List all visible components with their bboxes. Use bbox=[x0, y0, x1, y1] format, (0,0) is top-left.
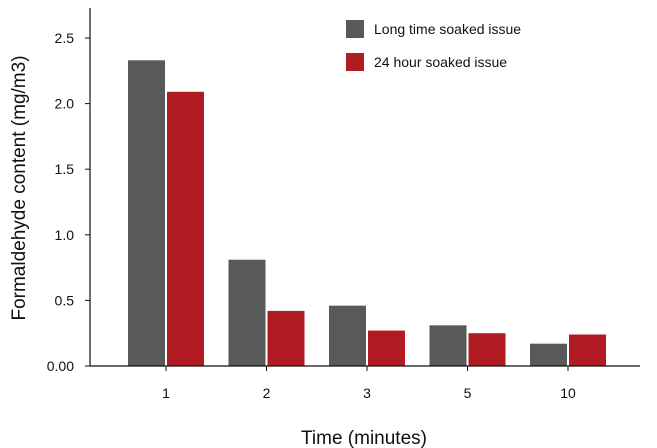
x-axis-title: Time (minutes) bbox=[301, 428, 427, 448]
x-axis-ticks: 1 2 3 5 10 bbox=[162, 366, 576, 401]
legend: Long time soaked issue 24 hour soaked iss… bbox=[346, 20, 521, 71]
bar-long-time-soaked-10 bbox=[530, 343, 567, 366]
x-tick-label: 1 bbox=[162, 385, 170, 401]
y-tick-label: 0.5 bbox=[55, 292, 75, 308]
bar-long-time-soaked-1 bbox=[128, 60, 165, 366]
legend-swatch bbox=[346, 53, 364, 71]
bar-long-time-soaked-5 bbox=[429, 325, 467, 366]
x-tick-label: 2 bbox=[263, 385, 271, 401]
bar-long-time-soaked-2 bbox=[228, 259, 266, 366]
y-tick-label: 2.0 bbox=[55, 96, 75, 112]
bar-24-hour-soaked-1 bbox=[167, 91, 204, 367]
legend-label: Long time soaked issue bbox=[374, 21, 521, 37]
legend-label: 24 hour soaked issue bbox=[374, 54, 507, 70]
y-axis-title: Formaldehyde content (mg/m3) bbox=[9, 55, 30, 320]
bars bbox=[128, 60, 606, 367]
bar-long-time-soaked-3 bbox=[329, 305, 366, 366]
y-tick-label: 0.00 bbox=[47, 358, 74, 374]
y-tick-label: 1.0 bbox=[55, 227, 75, 243]
bar-24-hour-soaked-5 bbox=[468, 333, 506, 366]
bar-24-hour-soaked-2 bbox=[267, 310, 305, 366]
y-axis-ticks: 0.00 0.5 1.0 1.5 2.0 2.5 bbox=[47, 30, 90, 374]
bar-24-hour-soaked-10 bbox=[569, 334, 606, 366]
x-tick-label: 3 bbox=[363, 385, 371, 401]
x-tick-label: 5 bbox=[464, 385, 472, 401]
x-tick-label: 10 bbox=[560, 385, 576, 401]
bar-24-hour-soaked-3 bbox=[368, 330, 405, 366]
y-tick-label: 1.5 bbox=[55, 161, 75, 177]
legend-swatch bbox=[346, 20, 364, 38]
y-tick-label: 2.5 bbox=[55, 30, 75, 46]
